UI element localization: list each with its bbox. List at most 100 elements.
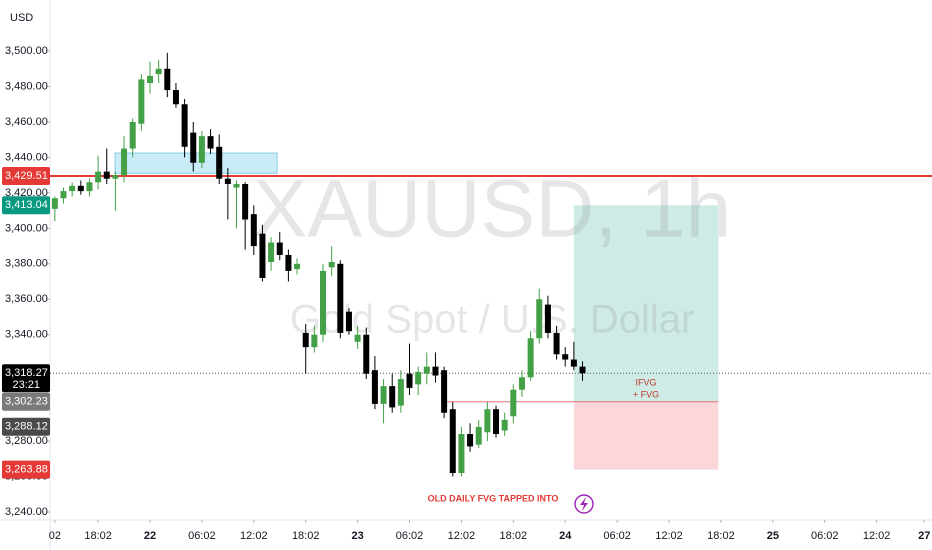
watermark-symbol: XAUUSD, 1h — [253, 164, 732, 255]
candle-body — [328, 262, 335, 268]
candle-body — [501, 419, 508, 431]
watermark: XAUUSD, 1h Gold Spot / U.S. Dollar — [253, 164, 732, 342]
candle-body — [449, 409, 456, 474]
candle-body — [138, 79, 145, 124]
x-tick-label: 02 — [49, 530, 61, 542]
price-badge-label: 3,263.88 — [5, 464, 48, 476]
candle-body — [198, 136, 205, 163]
candle-body — [415, 371, 422, 385]
candle-body — [51, 198, 58, 209]
candle-body — [518, 377, 525, 390]
candle-body — [406, 373, 413, 388]
y-tick-label: 3,440.00 — [5, 151, 48, 163]
price-badge — [2, 392, 50, 411]
x-tick-label: 12:02 — [240, 530, 268, 542]
event-icon-bolt — [580, 497, 588, 511]
x-tick-label: 06:02 — [188, 530, 216, 542]
y-tick-label: 3,360.00 — [5, 293, 48, 305]
x-tick-label: 12:02 — [448, 530, 476, 542]
x-tick-label: 06:02 — [811, 530, 839, 542]
price-badge — [2, 460, 50, 479]
candle-body — [95, 171, 102, 183]
x-tick-label: 12:02 — [863, 530, 891, 542]
x-tick-label: 12:02 — [655, 530, 683, 542]
price-badge — [2, 417, 50, 436]
y-tick-label: 3,480.00 — [5, 80, 48, 92]
candle-body — [294, 263, 301, 270]
x-tick-label: 27 — [918, 530, 930, 542]
candle-body — [345, 311, 352, 332]
candle-body — [250, 214, 257, 247]
x-tick-label: 23 — [351, 530, 363, 542]
x-tick-label: 22 — [144, 530, 156, 542]
candle-body — [172, 90, 179, 105]
x-tick-label: 18:02 — [292, 530, 320, 542]
countdown-label: 23:21 — [12, 379, 40, 391]
candle-body — [423, 366, 430, 374]
current-price-label: 3,318.27 — [5, 367, 48, 379]
y-tick-label: 3,500.00 — [5, 45, 48, 57]
candle-body — [285, 254, 292, 271]
y-tick-label: 3,460.00 — [5, 116, 48, 128]
x-tick-label: 18:02 — [84, 530, 112, 542]
candle-body — [544, 304, 551, 333]
candle-body — [527, 338, 534, 378]
candle-body — [224, 178, 231, 185]
candle-body — [458, 434, 465, 474]
candle-body — [268, 242, 275, 263]
candle-body — [441, 370, 448, 413]
candle-body — [484, 409, 491, 433]
candle-body — [129, 121, 136, 149]
candle-body — [337, 263, 344, 333]
candle-body — [311, 334, 318, 348]
candle-body — [536, 299, 543, 339]
candle-body — [164, 68, 171, 91]
candle-body — [510, 389, 517, 417]
candle-body — [562, 354, 569, 360]
candle-body — [103, 171, 110, 179]
zone — [573, 401, 719, 470]
candle-body — [77, 185, 84, 192]
candle-body — [112, 175, 119, 179]
candle-body — [302, 332, 309, 348]
candle-body — [207, 136, 214, 149]
candle-body — [121, 148, 128, 176]
y-tick-label: 3,280.00 — [5, 435, 48, 447]
y-tick-label: 3,400.00 — [5, 222, 48, 234]
candle-body — [181, 104, 188, 147]
candle-body — [467, 434, 474, 447]
candle-body — [389, 386, 396, 408]
y-tick-label: 3,380.00 — [5, 258, 48, 270]
candle-body — [475, 426, 482, 445]
price-badge — [2, 167, 50, 186]
candle-body — [380, 386, 387, 404]
candle-body — [363, 334, 370, 374]
candle-body — [354, 334, 361, 342]
x-tick-label: 06:02 — [396, 530, 424, 542]
y-tick-label: 3,240.00 — [5, 506, 48, 518]
candle-body — [190, 132, 197, 163]
candle-body — [579, 366, 586, 374]
candle-body — [86, 182, 93, 192]
x-tick-label: 24 — [559, 530, 572, 542]
candle-body — [146, 75, 153, 83]
candle-body — [553, 332, 560, 355]
annotation: + FVG — [633, 389, 659, 399]
x-tick-label: 06:02 — [603, 530, 631, 542]
candle-body — [259, 233, 266, 278]
annotation: OLD DAILY FVG TAPPED INTO — [428, 493, 559, 503]
candle-body — [242, 184, 249, 220]
candle-body — [276, 242, 283, 255]
x-tick-label: 25 — [767, 530, 779, 542]
y-tick-label: 3,340.00 — [5, 329, 48, 341]
price-badge-label: 3,302.23 — [5, 396, 48, 408]
price-badge-label: 3,288.12 — [5, 421, 48, 433]
price-badge — [2, 196, 50, 215]
zone — [573, 205, 719, 402]
candle-body — [155, 68, 162, 75]
event-icon[interactable] — [574, 494, 594, 514]
x-tick-label: 18:02 — [707, 530, 735, 542]
price-badge-label: 3,429.51 — [5, 170, 48, 182]
